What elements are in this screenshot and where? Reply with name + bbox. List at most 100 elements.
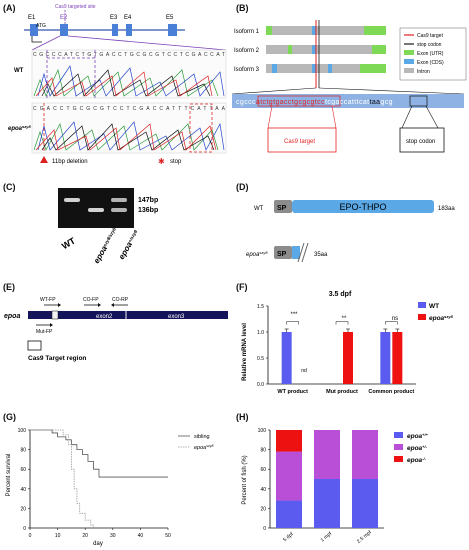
lane-wt: WT — [60, 235, 78, 251]
g-ytick-0: 0 — [23, 526, 26, 532]
cas9-target-box — [51, 310, 59, 320]
cas9-target-callout — [267, 127, 337, 153]
exon-label-e4: E4 — [124, 15, 132, 21]
h-bar-2-0 — [352, 479, 378, 528]
cas9-target-callout-label: Cas9 target — [284, 139, 315, 145]
primer-co-rp: CO-RP — [112, 297, 129, 303]
legend-f-mut: epoaszy8 — [429, 314, 454, 323]
f-bar-2-0 — [380, 332, 391, 384]
h-category-0: 5 dpf — [282, 531, 295, 543]
panel-h-chart: Percent of fish (%) 0 20 40 60 80 100 5 dpf 1 … — [242, 428, 429, 545]
f-bar-1-1 — [343, 332, 353, 384]
isoform-bar-2 — [266, 45, 386, 54]
f-category-0: WT product — [277, 389, 308, 395]
panel-d-label: (D) — [236, 182, 249, 192]
h-ytick-5: 100 — [258, 428, 267, 434]
chart-f-legend: WT epoaszy8 — [418, 302, 454, 322]
band-136bp: 136bp — [138, 207, 158, 214]
g-series-0 — [30, 429, 168, 478]
panel-e-label: (E) — [3, 282, 15, 292]
isoform-bar-1 — [266, 26, 386, 35]
g-xtick-4: 40 — [138, 533, 144, 539]
g-ytick-4: 80 — [20, 448, 26, 454]
exon-e3 — [112, 24, 118, 36]
wt-chromatogram-label: WT — [14, 68, 24, 74]
stop-codon-callout — [399, 127, 445, 153]
h-bar-2-1 — [352, 430, 378, 479]
panel-a-label: (A) — [3, 3, 16, 13]
chart-h-ylabel: Percent of fish (%) — [242, 455, 248, 504]
exon2-label: exon2 — [96, 314, 113, 320]
f-ytick-2: 1.0 — [257, 330, 264, 336]
atg-label: ATG — [36, 23, 46, 29]
chart-g-ylabel: Percent survival — [6, 454, 12, 497]
g-ytick-1: 20 — [20, 506, 26, 512]
sig-common-product: ns — [392, 316, 398, 322]
mut-sequence: CGACCTGCGCGTCCTCGACCATTTCATTAA — [33, 106, 226, 112]
legend-h-hom: epoa-/- — [407, 456, 427, 465]
h-ytick-0: 0 — [263, 526, 266, 532]
legend-h-wt: epoa+/+ — [407, 432, 429, 441]
f-bracket-1 — [335, 321, 349, 325]
gene-epoa-label: epoa — [4, 313, 20, 320]
g-ytick-3: 60 — [20, 467, 26, 473]
f-bar-0-0 — [281, 332, 292, 384]
sequence-strip — [232, 94, 464, 108]
cas9-target-legend: Cas9 Target region — [28, 355, 86, 362]
h-ytick-4: 80 — [260, 448, 266, 454]
f-ytick-0: 0.0 — [257, 382, 264, 388]
h-bar-1-1 — [314, 430, 340, 479]
f-category-1: Mut product — [326, 389, 358, 395]
f-bar-2-1 — [392, 332, 403, 384]
cas9-site-label: Cas9 targeted site — [55, 4, 96, 10]
isoform-label-3: Isoform 3 — [234, 67, 260, 73]
wt-epo-domain — [292, 200, 434, 213]
legend-g-mut: epoaszy8 — [194, 444, 214, 451]
gene-track — [28, 311, 228, 319]
legend-intron: Intron — [417, 69, 430, 75]
panel-e-primers: epoa exon2 exon3 WT-FP CO-FP CO-RP Mut-F… — [4, 297, 228, 362]
panel-b-legend: Cas9 target stop codon Exon (UTR) Exon (… — [399, 27, 467, 81]
g-xtick-0: 0 — [29, 533, 32, 539]
g-series-1 — [30, 429, 94, 528]
primer-co-fp: CO-FP — [83, 297, 99, 303]
legend-cas9-target: Cas9 target — [417, 33, 443, 39]
panel-g-chart: Percent survival day 0 20 40 60 80 100 0 10 20 30… — [6, 428, 214, 547]
lane-homozygous: epoaszy8/szy8 — [92, 226, 120, 265]
protein-mut-label: epoaszy8 — [246, 250, 268, 259]
panel-h-label: (H) — [236, 412, 249, 422]
sequence-text: cgcccatctgtgacctgcgcgtcctcgaccatttcattaa… — [236, 99, 393, 106]
g-ytick-2: 40 — [20, 487, 26, 493]
f-bracket-2 — [385, 321, 398, 325]
exon-label-e5: E5 — [166, 15, 174, 21]
legend-f-wt: WT — [429, 303, 439, 310]
panel-c-label: (C) — [3, 182, 16, 192]
legend-h-het: epoa+/- — [407, 444, 428, 453]
mut-chromatogram-label: epoaszy8 — [8, 124, 31, 133]
legend-g-sibling: sibling — [194, 434, 210, 440]
exon-label-e3: E3 — [110, 15, 118, 21]
mut-signal-peptide — [274, 246, 292, 259]
panel-f-chart: 3.5 dpf Relative mRNA level 0.0 0.5 1.0 1.5… — [242, 291, 454, 395]
g-xtick-1: 10 — [55, 533, 61, 539]
exon-e4 — [126, 24, 132, 36]
stop-codon-callout-label: stop codon — [406, 139, 435, 145]
wt-signal-peptide — [274, 200, 292, 213]
cas9-target-legend-swatch — [27, 340, 42, 351]
chart-g-legend: sibling epoaszy8 — [178, 434, 214, 451]
panel-d-protein: WT SP EPO-THPO 183aa epoaszy8 SP 35aa — [246, 200, 455, 263]
mut-length: 35aa — [314, 252, 328, 258]
protein-wt-label: WT — [254, 206, 264, 212]
h-bar-0-1 — [276, 451, 302, 501]
sig-wt-product: *** — [290, 312, 298, 318]
h-category-2: 2.5 mpf — [356, 529, 373, 545]
f-ytick-3: 1.5 — [257, 304, 264, 310]
panel-b-isoforms: Isoform 1 Isoform 2 Isoform 3 Cas9 targe… — [232, 20, 467, 153]
wt-domain-label: EPO-THPO — [339, 202, 386, 212]
mut-sp-label: SP — [277, 251, 287, 258]
lane-heterozygous: epoa+/szy8 — [117, 228, 141, 261]
chart-f-ylabel: Relative mRNA level — [242, 323, 248, 381]
wt-sequence: CGCCCATCTGTGACCTGCGCGTCCTCGACCAT — [33, 52, 225, 58]
panel-g-label: (G) — [3, 412, 16, 422]
h-ytick-3: 60 — [260, 467, 266, 473]
